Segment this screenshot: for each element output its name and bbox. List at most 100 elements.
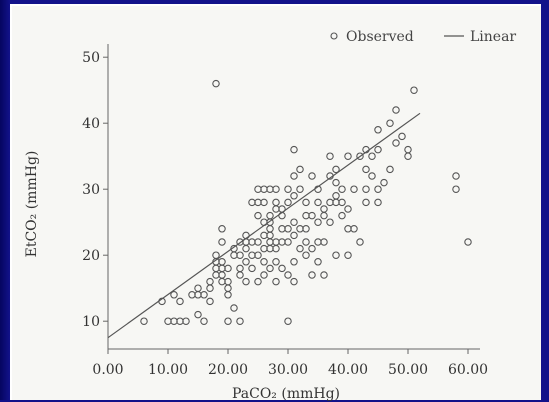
observed-point [206, 277, 214, 286]
observed-point [176, 297, 184, 306]
observed-point [164, 317, 172, 325]
observed-point [266, 231, 274, 240]
observed-point [320, 238, 328, 246]
observed-point [320, 205, 328, 213]
x-tick-label: 10.00 [148, 362, 188, 378]
axes [107, 44, 480, 350]
observed-point [356, 152, 364, 160]
observed-point [284, 225, 292, 233]
observed-point [290, 192, 298, 200]
observed-point [218, 264, 226, 273]
observed-point [266, 264, 274, 273]
observed-point [410, 86, 418, 94]
observed-point [218, 225, 226, 233]
observed-point [380, 178, 388, 187]
observed-point [278, 264, 286, 273]
observed-point [188, 291, 196, 299]
observed-point [206, 297, 214, 306]
slide-edge [0, 0, 10, 400]
observed-point [398, 132, 406, 141]
x-tick-label: 20.00 [208, 362, 248, 378]
observed-point [332, 251, 340, 259]
observed-point [284, 198, 292, 207]
observed-point [248, 251, 256, 259]
observed-point [260, 258, 268, 266]
observed-point [338, 198, 346, 207]
observed-point [404, 145, 412, 154]
observed-point [362, 165, 370, 174]
observed-point [302, 251, 310, 259]
observed-point [332, 165, 340, 174]
observed-point [290, 218, 298, 226]
observed-point [326, 198, 334, 207]
observed-points [140, 79, 472, 325]
legend-linear-label: Linear [470, 29, 516, 45]
observed-point [266, 238, 274, 246]
observed-point [272, 185, 280, 193]
x-tick-label: 0.00 [92, 362, 123, 378]
observed-point [242, 277, 250, 286]
observed-point [272, 244, 280, 253]
observed-point [374, 126, 382, 134]
observed-point [260, 198, 268, 207]
legend-observed-marker [330, 32, 338, 40]
observed-point [218, 271, 226, 279]
y-tick-label: 30 [82, 182, 100, 198]
observed-point [212, 264, 220, 273]
observed-point [326, 218, 334, 226]
observed-point [242, 244, 250, 253]
observed-point [194, 291, 202, 299]
observed-point [356, 238, 364, 246]
observed-point [218, 258, 226, 266]
observed-point [452, 172, 460, 180]
observed-point [326, 152, 334, 160]
observed-point [320, 211, 328, 220]
observed-point [218, 238, 226, 246]
observed-point [224, 277, 232, 286]
observed-point [284, 238, 292, 246]
observed-point [314, 258, 322, 266]
observed-point [332, 178, 340, 187]
observed-point [254, 211, 262, 220]
observed-point [182, 317, 190, 325]
observed-point [284, 317, 292, 325]
y-ticks: 10 20 30 40 50 [82, 50, 108, 330]
observed-point [278, 225, 286, 233]
observed-point [236, 251, 244, 259]
observed-point [338, 185, 346, 193]
x-axis-title: PaCO₂ (mmHg) [232, 386, 340, 402]
observed-point [284, 271, 292, 279]
x-tick-label: 50.00 [388, 362, 428, 378]
observed-point [320, 271, 328, 279]
observed-point [350, 185, 358, 193]
observed-point [194, 310, 202, 319]
observed-point [302, 211, 310, 220]
observed-point [224, 291, 232, 299]
observed-point [314, 238, 322, 246]
observed-point [272, 277, 280, 286]
observed-point [242, 258, 250, 266]
observed-point [236, 271, 244, 279]
y-tick-label: 20 [82, 248, 100, 264]
observed-point [350, 225, 358, 233]
observed-point [230, 304, 238, 312]
observed-point [200, 317, 208, 325]
observed-point [386, 165, 394, 174]
observed-point [224, 264, 232, 273]
observed-point [290, 231, 298, 240]
observed-point [338, 211, 346, 220]
observed-point [392, 106, 400, 114]
observed-point [302, 238, 310, 246]
observed-point [224, 284, 232, 292]
observed-point [272, 198, 280, 207]
observed-point [302, 225, 310, 233]
observed-point [242, 231, 250, 240]
observed-point [212, 251, 220, 259]
observed-point [362, 198, 370, 207]
observed-point [332, 192, 340, 200]
observed-point [374, 185, 382, 193]
observed-point [362, 145, 370, 154]
observed-point [284, 185, 292, 193]
observed-point [374, 145, 382, 154]
observed-point [392, 139, 400, 147]
